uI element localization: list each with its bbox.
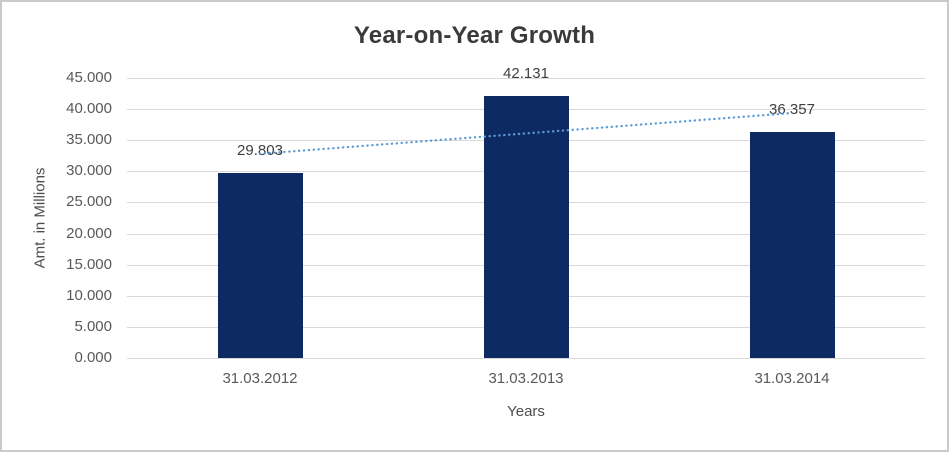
y-axis-title: Amt. in Millions [31, 167, 49, 269]
data-label: 42.131 [503, 64, 549, 82]
x-axis-title: Years [507, 403, 545, 420]
y-tick-label: 20.000 [66, 224, 112, 242]
y-tick-label: 5.000 [74, 317, 112, 335]
bar [483, 95, 569, 358]
y-tick-label: 0.000 [74, 349, 112, 366]
bar [217, 172, 303, 358]
bar [749, 131, 835, 358]
gridline [127, 78, 925, 79]
data-label: 36.357 [769, 100, 815, 118]
y-tick-label: 35.000 [66, 131, 112, 149]
x-tick-label: 31.03.2013 [488, 370, 564, 387]
y-tick-label: 40.000 [66, 100, 112, 118]
y-tick-label: 30.000 [66, 162, 112, 180]
y-tick-label: 25.000 [66, 193, 112, 211]
x-tick-label: 31.03.2012 [222, 370, 298, 387]
y-tick-label: 15.000 [66, 255, 112, 273]
trendline [258, 111, 794, 155]
data-label: 29.803 [237, 141, 283, 159]
x-tick-label: 31.03.2014 [754, 370, 830, 387]
y-tick-label: 10.000 [66, 286, 112, 304]
chart-title: Year-on-Year Growth [353, 22, 596, 49]
y-tick-label: 45.000 [66, 69, 112, 86]
gridline [127, 358, 925, 359]
